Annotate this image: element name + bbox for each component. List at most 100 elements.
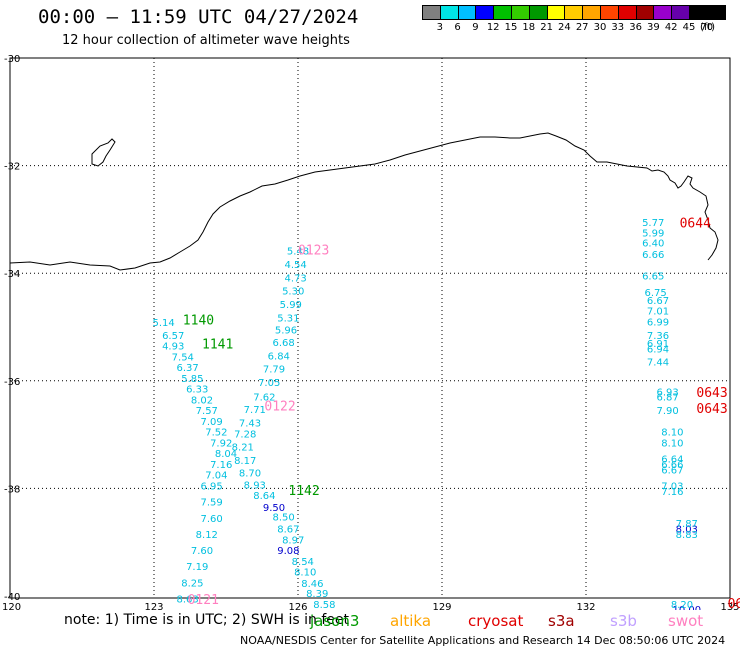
wave-height-label: 8.20	[671, 600, 693, 610]
wave-height-label: 7.28	[234, 429, 256, 440]
pass-number-label: 0122	[264, 399, 295, 414]
pass-number-label: 0121	[188, 593, 219, 608]
wave-height-label: 5.99	[642, 229, 664, 240]
colorbar-label: 33	[611, 22, 625, 33]
satellite-legend-item: altika	[390, 612, 432, 630]
wave-height-label: 6.67	[661, 465, 683, 476]
y-tick-label: -32	[4, 162, 20, 173]
wave-height-label: 8.93	[244, 480, 266, 491]
wave-height-label: 6.95	[200, 481, 222, 492]
x-tick-label: 123	[144, 602, 163, 610]
map-subtitle: 12 hour collection of altimeter wave hei…	[62, 33, 350, 48]
satellite-legend-item: cryosat	[468, 612, 524, 630]
colorbar-label: 36	[629, 22, 642, 33]
graticule: 123 126 129 132 135 120 -30 -32 -34 -36 -38 -40	[2, 54, 740, 610]
wave-height-label: 7.92	[210, 438, 232, 449]
colorbar-label: 70	[700, 22, 714, 33]
x-tick-label: 129	[432, 602, 451, 610]
wave-height-label: 7.36	[647, 331, 669, 342]
altimeter-tracks: 5.48 4.54 4.73 5.30 5.99 5.315.96 6.68 6.84 7.79…	[152, 218, 701, 610]
wave-height-label: 7.60	[191, 546, 213, 557]
wave-height-label: 8.64	[253, 491, 275, 502]
wave-height-label: 8.83	[676, 530, 698, 541]
wave-height-label: 7.03	[661, 481, 683, 492]
pass-number-label: 0123	[298, 243, 329, 258]
x-left-label: 120	[2, 602, 21, 610]
wave-height-label: 5.77	[642, 218, 664, 229]
wave-height-label: 6.99	[647, 317, 669, 328]
wave-height-label: 7.60	[200, 514, 222, 525]
colorbar-label: 15	[504, 22, 518, 33]
satellite-legend-item: s3b	[610, 612, 637, 630]
wave-height-label: 5.99	[280, 300, 302, 311]
colorbar-label: 30	[593, 22, 607, 33]
wave-height-label: 7.54	[172, 352, 194, 363]
wave-height-label: 7.09	[200, 417, 222, 428]
pass-number-label: 0643	[696, 402, 727, 417]
wave-height-label: 8.04	[215, 449, 237, 460]
wave-height-label: 7.57	[196, 406, 218, 417]
y-tick-label: -40	[4, 592, 20, 603]
pass-number-label: 1142	[288, 484, 319, 499]
colorbar-unit: (ft)	[700, 22, 716, 33]
wave-height-label: 7.79	[263, 365, 285, 376]
wave-height-label: 8.17	[234, 456, 256, 467]
wave-height-label: 8.54	[292, 557, 314, 568]
satellite-legend-item: s3a	[548, 612, 575, 630]
wave-height-label: 8.12	[196, 530, 218, 541]
wave-height-label: 6.57	[162, 331, 184, 342]
colorbar-label: 3	[436, 22, 443, 33]
wave-height-label: 7.43	[239, 419, 261, 430]
wave-height-label: 6.68	[272, 338, 294, 349]
wave-height-label: 6.87	[656, 393, 678, 404]
wave-height-label: 6.75	[644, 288, 666, 299]
wave-height-label: 5.48	[287, 246, 309, 257]
pass-number-label: 1140	[183, 313, 214, 328]
wave-height-label: 5.14	[152, 318, 174, 329]
colorbar-label: 9	[472, 22, 479, 33]
wave-height-label: 6.64	[661, 455, 683, 466]
wave-height-label: 7.16	[210, 460, 232, 471]
wave-height-label: 6.66	[642, 250, 664, 261]
wave-height-label: 8.10	[661, 428, 683, 439]
colorbar-label: 24	[558, 22, 571, 33]
wave-height-label: 7.16	[661, 487, 683, 498]
pass-number-label: 0644	[680, 216, 711, 231]
wave-height-label: 8.39	[306, 589, 328, 600]
island-outline	[91, 138, 116, 167]
wave-height-label: 8.46	[301, 579, 323, 590]
wave-height-label: 5.96	[275, 325, 297, 336]
wave-height-map: 123 126 129 132 135 120 -30 -32 -34 -36 -38 -40 5.4…	[2, 54, 740, 610]
colorbar-swatch	[706, 5, 726, 20]
colorbar-label: 27	[575, 22, 589, 33]
wave-height-label: 7.52	[205, 428, 227, 439]
wave-height-label: 6.65	[642, 272, 664, 283]
colorbar-label: 18	[522, 22, 536, 33]
coastline	[9, 132, 719, 271]
pass-number-label: 06	[728, 597, 740, 610]
satellite-legend-item: swot	[668, 612, 704, 630]
colorbar-label: 42	[664, 22, 678, 33]
wave-height-label: 7.71	[244, 405, 266, 416]
wave-height-label: 6.67	[647, 296, 669, 307]
wave-height-label: 7.62	[253, 393, 275, 404]
wave-height-label: 10.00	[672, 605, 701, 610]
map-frame	[9, 57, 731, 599]
wave-height-label: 5.30	[282, 287, 304, 298]
wave-height-label: 7.19	[186, 562, 208, 573]
wave-height-label: 9.08	[277, 546, 299, 557]
x-tick-label: 132	[576, 602, 595, 610]
wave-height-label: 7.05	[258, 378, 280, 389]
pass-number-label: 0643	[696, 386, 727, 401]
wave-height-label: 8.63	[176, 594, 198, 605]
y-tick-label: -30	[4, 54, 20, 65]
wave-height-label: 5.85	[181, 374, 203, 385]
pass-labels: 0123012211421140114101211143064406430643…	[183, 216, 740, 610]
wave-height-label: 7.01	[647, 307, 669, 318]
wave-height-label: 6.40	[642, 238, 664, 249]
x-tick-label: 135	[720, 602, 739, 610]
y-tick-label: -36	[4, 377, 20, 388]
footer-credit: NOAA/NESDIS Center for Satellite Applica…	[240, 634, 726, 647]
pass-number-label: 1141	[202, 338, 233, 353]
colorbar-label: 45	[682, 22, 696, 33]
